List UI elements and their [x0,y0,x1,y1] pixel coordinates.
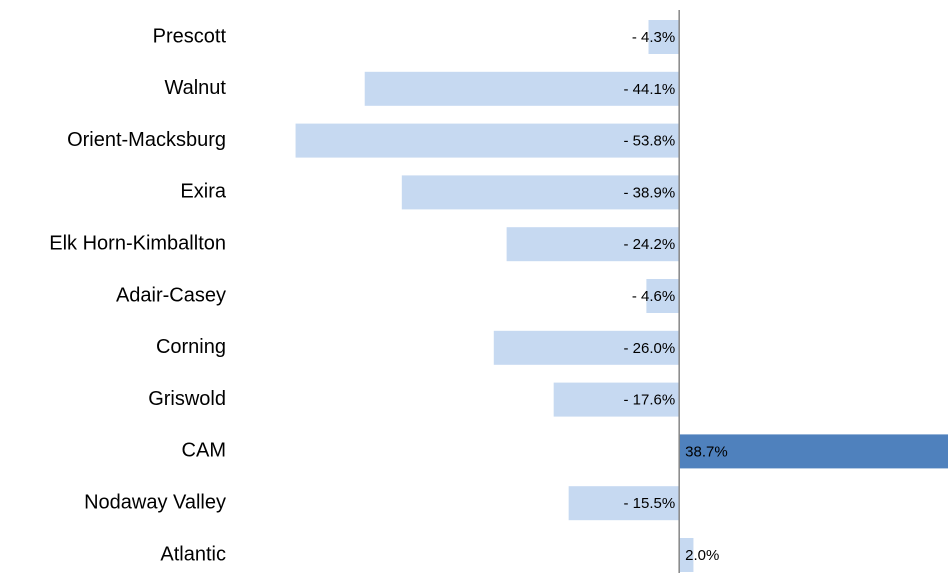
value-label: - 4.6% [632,288,675,305]
value-label: 38.7% [685,443,728,460]
category-label: Griswold [148,388,226,410]
value-label: - 44.1% [623,81,675,98]
value-label: - 15.5% [623,495,675,512]
category-label: Orient-Macksburg [67,129,226,151]
value-label: - 4.3% [632,29,675,46]
category-label: Exira [180,181,226,203]
category-label: CAM [182,440,226,462]
bar [553,382,680,417]
bar [646,279,680,313]
bar [493,330,680,365]
bar [648,20,680,54]
bar [295,123,680,158]
value-label: - 26.0% [623,340,675,357]
value-label: 2.0% [685,547,719,564]
bar [679,538,694,572]
value-label: - 38.9% [623,184,675,201]
category-label: Atlantic [160,543,226,565]
category-label: Corning [156,336,226,358]
category-label: Prescott [153,25,227,47]
category-label: Nodaway Valley [84,491,226,513]
value-label: - 53.8% [623,133,675,150]
bar [506,227,680,262]
category-label: Elk Horn-Kimballton [49,232,226,254]
bar [679,434,948,469]
bar [401,175,680,210]
value-label: - 17.6% [623,392,675,409]
bar [568,486,680,521]
category-label: Adair-Casey [116,284,226,306]
category-label: Walnut [164,77,226,99]
bar [364,71,680,106]
value-label: - 24.2% [623,236,675,253]
